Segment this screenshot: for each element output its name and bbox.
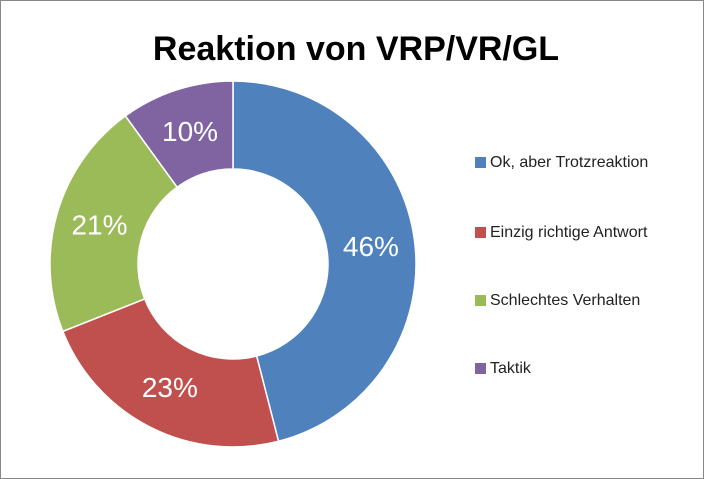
legend-label: Ok, aber Trotzreaktion xyxy=(490,154,649,171)
data-label: 23% xyxy=(142,372,198,403)
legend-swatch xyxy=(475,227,486,238)
donut-slice xyxy=(232,80,417,443)
legend-item: Ok, aber Trotzreaktion xyxy=(475,151,695,175)
legend-item: Einzig richtige Antwort xyxy=(475,221,695,245)
legend-label: Taktik xyxy=(490,360,531,377)
donut-slice xyxy=(49,114,179,333)
data-label: 10% xyxy=(162,116,218,147)
legend-swatch xyxy=(475,295,486,306)
legend-label: Einzig richtige Antwort xyxy=(490,224,648,241)
donut-slice xyxy=(61,297,280,448)
legend-item: Taktik xyxy=(475,357,695,381)
donut-slice xyxy=(124,80,234,189)
data-label: 46% xyxy=(343,231,399,262)
chart-title: Reaktion von VRP/VR/GL xyxy=(153,30,559,68)
legend-label: Schlechtes Verhalten xyxy=(490,292,641,309)
data-label: 21% xyxy=(71,210,127,241)
legend-swatch xyxy=(475,157,486,168)
legend-swatch xyxy=(475,363,486,374)
legend-item: Schlechtes Verhalten xyxy=(475,289,695,313)
